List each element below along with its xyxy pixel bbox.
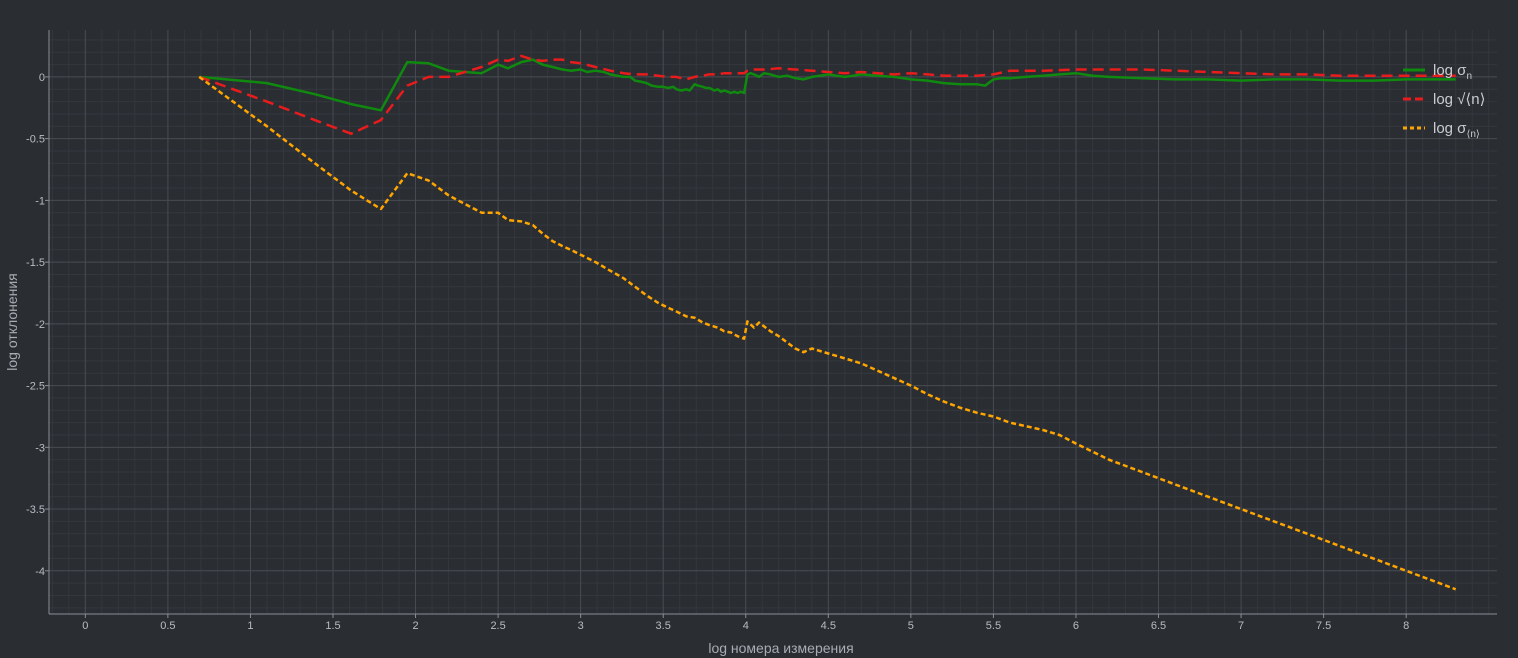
legend: log σn log √⟨n⟩ log σ⟨n⟩ [1403, 62, 1485, 140]
legend-label: log σn [1433, 62, 1472, 82]
series-group [198, 54, 1457, 591]
y-tick-label: -2 [35, 319, 45, 331]
x-tick-label: 5 [908, 620, 914, 632]
y-tick-label: -1 [35, 195, 45, 207]
axes [48, 30, 1497, 615]
x-axis-title: log номера измерения [708, 640, 853, 656]
x-axis-ticks: 0 0.5 1 1.5 2 2.5 3 3.5 4 4.5 5 5.5 6 6.5 7 7.5 8 [82, 614, 1409, 632]
series-line-2 [198, 54, 1456, 135]
x-tick-label: 2.5 [490, 620, 505, 632]
x-tick-label: 2 [412, 620, 418, 632]
x-tick-label: 4 [743, 620, 749, 632]
x-tick-label: 7 [1238, 620, 1244, 632]
y-tick-label: -3.5 [26, 504, 45, 516]
series-line-1 [199, 58, 1456, 112]
x-tick-label: 8 [1403, 620, 1409, 632]
series-line-3 [198, 75, 1457, 591]
y-tick-label: -0.5 [26, 134, 45, 146]
y-tick-label: -3 [35, 442, 45, 454]
x-tick-label: 1 [247, 620, 253, 632]
x-tick-label: 6.5 [1151, 620, 1166, 632]
legend-label: log √⟨n⟩ [1433, 91, 1485, 108]
x-tick-label: 1.5 [325, 620, 340, 632]
major-grid [49, 30, 1497, 614]
y-tick-label: -1.5 [26, 257, 45, 269]
x-tick-label: 6 [1073, 620, 1079, 632]
y-axis-ticks: 0 -0.5 -1 -1.5 -2 -2.5 -3 -3.5 -4 [26, 72, 49, 578]
x-tick-label: 0.5 [160, 620, 175, 632]
x-tick-label: 3.5 [656, 620, 671, 632]
y-tick-label: -4 [35, 566, 45, 578]
y-tick-label: -2.5 [26, 381, 45, 393]
x-tick-label: 0 [82, 620, 88, 632]
x-tick-label: 4.5 [821, 620, 836, 632]
legend-label: log σ⟨n⟩ [1433, 120, 1480, 140]
y-tick-label: 0 [39, 72, 45, 84]
x-tick-label: 7.5 [1316, 620, 1331, 632]
x-tick-label: 3 [578, 620, 584, 632]
x-tick-label: 5.5 [986, 620, 1001, 632]
minor-grid [49, 30, 1497, 614]
y-axis-title: log отклонения [4, 273, 20, 371]
